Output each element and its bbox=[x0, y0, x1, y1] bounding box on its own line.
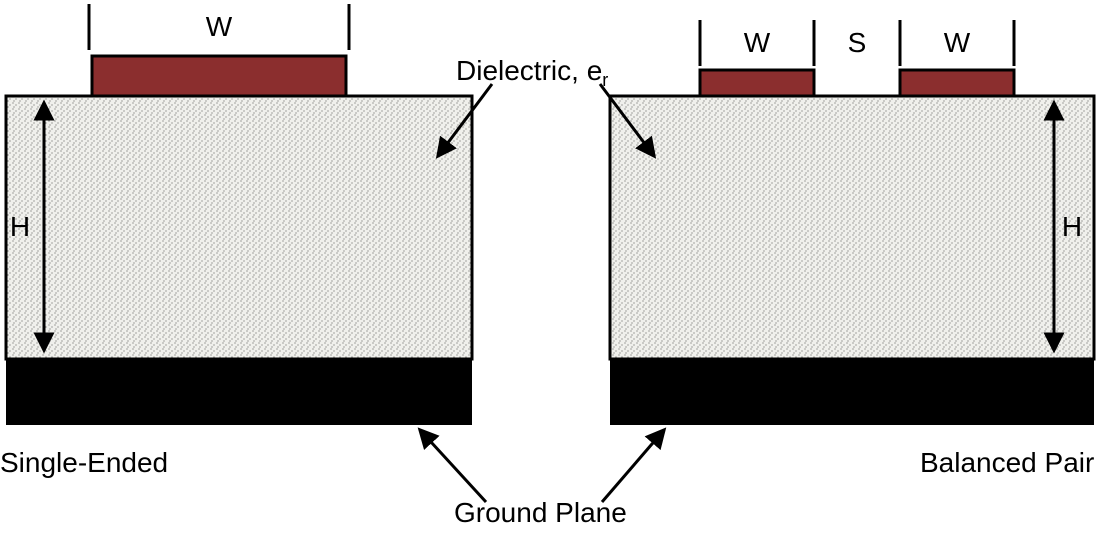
left-h-label: H bbox=[10, 211, 30, 242]
ground-arrow-left bbox=[420, 430, 486, 502]
right-caption: Balanced Pair bbox=[920, 447, 1094, 478]
left-conductor bbox=[92, 56, 346, 96]
dielectric-label: Dielectric, er bbox=[456, 55, 608, 90]
left-ground-plane bbox=[6, 359, 472, 425]
right-ground-plane bbox=[610, 359, 1094, 425]
right-s-label: S bbox=[848, 27, 867, 58]
ground-arrow-right bbox=[602, 430, 664, 502]
right-h-label: H bbox=[1062, 211, 1082, 242]
right-w1-label: W bbox=[744, 27, 771, 58]
right-dielectric bbox=[610, 96, 1094, 359]
left-caption: Single-Ended bbox=[0, 447, 168, 478]
left-w-label: W bbox=[206, 11, 233, 42]
ground-plane-label: Ground Plane bbox=[454, 497, 627, 528]
right-w2-label: W bbox=[944, 27, 971, 58]
left-dielectric bbox=[6, 96, 472, 359]
right-conductor-2 bbox=[900, 70, 1014, 96]
right-conductor-1 bbox=[700, 70, 814, 96]
